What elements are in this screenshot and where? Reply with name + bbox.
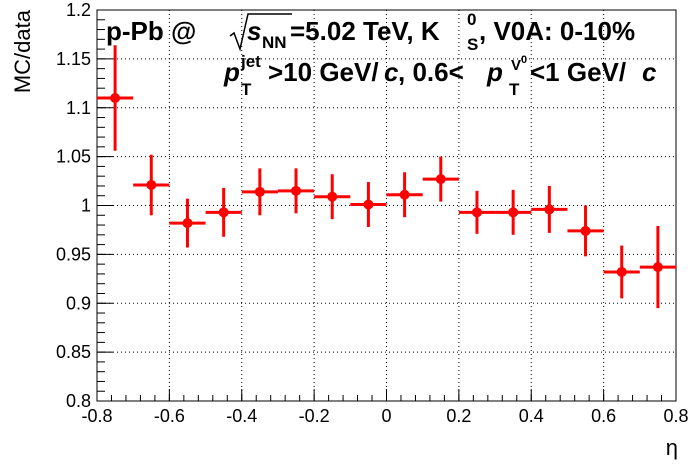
x-tick-label: 0.4 (519, 406, 544, 426)
data-marker (580, 225, 591, 236)
y-tick-label: 1.15 (56, 49, 91, 69)
data-marker (327, 191, 338, 202)
title-line-1: p-Pb @ (106, 16, 196, 46)
data-marker (471, 207, 482, 218)
grid-layer (97, 10, 676, 401)
data-point (495, 189, 532, 235)
title-mid2: , 0.6< (398, 57, 464, 87)
title-sqrt-s: s (247, 16, 261, 46)
title-p: p (223, 57, 240, 87)
data-marker (182, 218, 193, 229)
data-point (567, 205, 604, 257)
x-axis-title: η (666, 435, 678, 460)
title-p2-sub: T (509, 80, 520, 99)
data-marker (435, 174, 446, 185)
sqrt-sign (229, 13, 292, 52)
ticks-layer: -0.8 -0.6 -0.4 -0.2 0 0.2 0.4 0.6 0.8 0.8 0.85 0.9 0… (56, 0, 689, 426)
data-point (386, 172, 423, 218)
y-tick-label: 0.95 (56, 244, 91, 264)
data-point (603, 245, 640, 299)
y-tick-label: 0.9 (66, 293, 91, 313)
data-marker (652, 262, 663, 273)
title-sqrt-s-sub: NN (262, 33, 287, 52)
title-c1: c (384, 57, 399, 87)
y-tick-label: 1.2 (66, 0, 91, 20)
title-mid3: <1 GeV/ (530, 57, 626, 87)
data-marker (363, 199, 374, 210)
points-layer (97, 45, 676, 309)
data-point (350, 182, 387, 228)
data-point (169, 198, 206, 248)
title-rest: , V0A: 0-10% (479, 16, 635, 46)
y-tick-label: 1.1 (66, 98, 91, 118)
title-energy: =5.02 TeV, K (290, 16, 440, 46)
data-point (422, 156, 459, 202)
title-mid: >10 GeV/ (268, 57, 379, 87)
data-point (639, 226, 676, 309)
x-tick-label: -0.2 (299, 406, 330, 426)
title-k-sub: S (467, 35, 478, 54)
data-marker (616, 266, 627, 277)
title-p2-sup-sup: 0 (521, 54, 527, 66)
data-point (458, 190, 496, 234)
x-tick-label: 0.6 (591, 406, 616, 426)
x-tick-label: 0.2 (446, 406, 471, 426)
title-p2-sup: V (511, 57, 521, 74)
data-point (531, 185, 568, 233)
data-marker (110, 92, 121, 103)
y-tick-label: 0.8 (66, 391, 91, 411)
x-tick-label: 0.8 (663, 406, 688, 426)
data-marker (146, 179, 157, 190)
title-p2: p (486, 57, 503, 87)
data-marker (544, 204, 555, 215)
data-marker (399, 189, 410, 200)
data-point (133, 154, 170, 216)
x-tick-label: -0.6 (154, 406, 185, 426)
data-point (241, 168, 278, 216)
title-p-sub: T (241, 80, 252, 99)
data-point (314, 174, 351, 220)
title-p-sup: jet (240, 52, 261, 71)
data-point (205, 187, 242, 237)
y-axis-title: MC/data (10, 9, 35, 93)
data-point (97, 45, 134, 151)
y-tick-label: 1 (81, 196, 91, 216)
x-tick-label: -0.4 (226, 406, 257, 426)
data-marker (508, 207, 519, 218)
y-tick-label: 0.85 (56, 342, 91, 362)
data-marker (254, 186, 265, 197)
data-marker (291, 185, 302, 196)
data-point (277, 168, 315, 214)
title-k-sup: 0 (467, 10, 476, 29)
title-prefix: p-Pb @ (106, 16, 196, 46)
y-tick-label: 1.05 (56, 147, 91, 167)
x-tick-label: -0.8 (81, 406, 112, 426)
title-c2: c (642, 57, 657, 87)
x-tick-label: 0 (381, 406, 391, 426)
data-marker (218, 207, 229, 218)
